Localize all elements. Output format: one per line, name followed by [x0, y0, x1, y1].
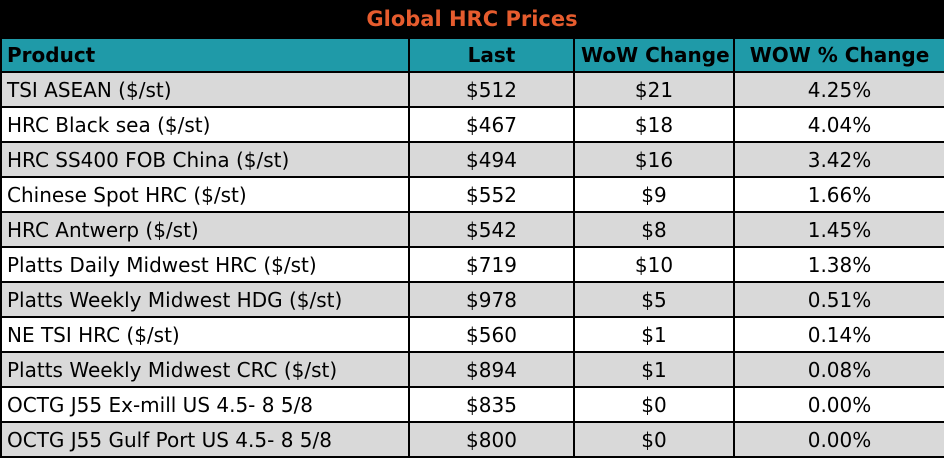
product-cell: NE TSI HRC ($/st)	[0, 316, 410, 353]
wow-pct-cell: 0.00%	[733, 386, 944, 423]
wow-change-cell: $16	[573, 141, 735, 178]
product-cell: Chinese Spot HRC ($/st)	[0, 176, 410, 213]
product-cell: Platts Daily Midwest HRC ($/st)	[0, 246, 410, 283]
header-wow-change: WoW Change	[573, 37, 735, 73]
wow-change-cell: $18	[573, 106, 735, 143]
table-row: OCTG J55 Gulf Port US 4.5- 8 5/8 $800 $0…	[0, 421, 944, 458]
header-product: Product	[0, 37, 410, 73]
wow-change-cell: $1	[573, 316, 735, 353]
product-cell: HRC SS400 FOB China ($/st)	[0, 141, 410, 178]
wow-change-cell: $10	[573, 246, 735, 283]
product-cell: Platts Weekly Midwest HDG ($/st)	[0, 281, 410, 318]
wow-change-cell: $21	[573, 71, 735, 108]
last-cell: $719	[408, 246, 575, 283]
product-cell: Platts Weekly Midwest CRC ($/st)	[0, 351, 410, 388]
wow-change-cell: $1	[573, 351, 735, 388]
prices-table: Product Last WoW Change WOW % Change TSI…	[0, 37, 944, 458]
table-row: OCTG J55 Ex-mill US 4.5- 8 5/8 $835 $0 0…	[0, 386, 944, 423]
last-cell: $542	[408, 211, 575, 248]
last-cell: $978	[408, 281, 575, 318]
wow-pct-cell: 0.14%	[733, 316, 944, 353]
table-row: Platts Weekly Midwest HDG ($/st) $978 $5…	[0, 281, 944, 318]
wow-pct-cell: 3.42%	[733, 141, 944, 178]
header-wow-pct-change: WOW % Change	[733, 37, 944, 73]
header-row: Product Last WoW Change WOW % Change	[0, 37, 944, 73]
wow-change-cell: $0	[573, 421, 735, 458]
wow-pct-cell: 4.25%	[733, 71, 944, 108]
last-cell: $494	[408, 141, 575, 178]
last-cell: $467	[408, 106, 575, 143]
product-cell: HRC Black sea ($/st)	[0, 106, 410, 143]
product-cell: TSI ASEAN ($/st)	[0, 71, 410, 108]
table-row: Chinese Spot HRC ($/st) $552 $9 1.66%	[0, 176, 944, 213]
wow-change-cell: $0	[573, 386, 735, 423]
last-cell: $560	[408, 316, 575, 353]
wow-change-cell: $8	[573, 211, 735, 248]
wow-pct-cell: 0.08%	[733, 351, 944, 388]
last-cell: $835	[408, 386, 575, 423]
product-cell: HRC Antwerp ($/st)	[0, 211, 410, 248]
table-row: HRC SS400 FOB China ($/st) $494 $16 3.42…	[0, 141, 944, 178]
product-cell: OCTG J55 Ex-mill US 4.5- 8 5/8	[0, 386, 410, 423]
table-row: NE TSI HRC ($/st) $560 $1 0.14%	[0, 316, 944, 353]
last-cell: $894	[408, 351, 575, 388]
last-cell: $512	[408, 71, 575, 108]
wow-pct-cell: 1.38%	[733, 246, 944, 283]
wow-pct-cell: 0.00%	[733, 421, 944, 458]
table-row: Platts Daily Midwest HRC ($/st) $719 $10…	[0, 246, 944, 283]
last-cell: $552	[408, 176, 575, 213]
product-cell: OCTG J55 Gulf Port US 4.5- 8 5/8	[0, 421, 410, 458]
table-row: Platts Weekly Midwest CRC ($/st) $894 $1…	[0, 351, 944, 388]
wow-change-cell: $9	[573, 176, 735, 213]
wow-pct-cell: 0.51%	[733, 281, 944, 318]
wow-change-cell: $5	[573, 281, 735, 318]
table-row: TSI ASEAN ($/st) $512 $21 4.25%	[0, 71, 944, 108]
table-row: HRC Black sea ($/st) $467 $18 4.04%	[0, 106, 944, 143]
wow-pct-cell: 1.45%	[733, 211, 944, 248]
wow-pct-cell: 1.66%	[733, 176, 944, 213]
table-title: Global HRC Prices	[0, 0, 944, 37]
header-last: Last	[408, 37, 575, 73]
table-row: HRC Antwerp ($/st) $542 $8 1.45%	[0, 211, 944, 248]
wow-pct-cell: 4.04%	[733, 106, 944, 143]
last-cell: $800	[408, 421, 575, 458]
